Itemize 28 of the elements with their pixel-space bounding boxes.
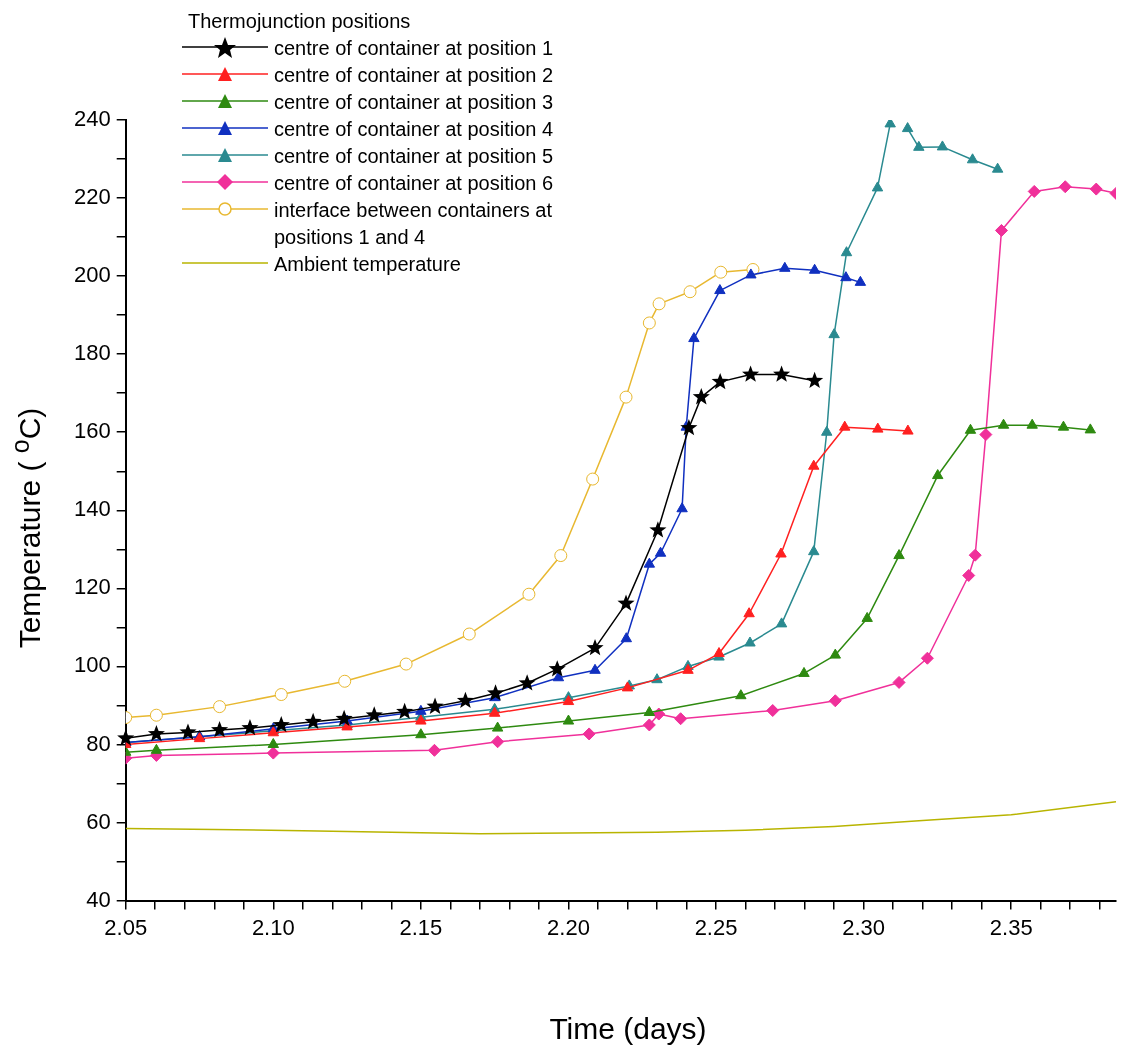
legend-title: Thermojunction positions [187,9,412,34]
y-tick-label: 80 [86,730,111,756]
y-tick-label: 200 [73,262,111,288]
y-tick-label: 60 [86,808,111,834]
legend-label: centre of container at position 3 [273,90,554,115]
legend-label: centre of container at position 6 [273,171,554,196]
y-tick-label: 240 [73,106,111,132]
y-tick-label: 140 [73,496,111,522]
y-tick-label: 120 [73,574,111,600]
legend-label: interface between containers at positions 1 and 4 [273,198,553,250]
legend-label: Ambient temperature [273,252,461,277]
y-tick-label: 160 [73,418,111,444]
legend-label: centre of container at position 5 [273,144,554,169]
x-tick-label: 2.20 [547,914,590,940]
x-tick-label: 2.05 [104,914,148,940]
y-tick-label: 220 [73,184,111,210]
x-tick-label: 2.30 [842,914,886,940]
legend-label: centre of container at position 4 [273,117,554,142]
legend-label: centre of container at position 1 [273,36,554,61]
legend-label: centre of container at position 2 [273,63,554,88]
y-tick-label: 180 [73,340,111,366]
y-tick-label: 40 [86,886,111,912]
y-tick-label: 100 [73,652,111,678]
x-tick-label: 2.35 [989,914,1033,940]
x-tick-label: 2.15 [399,914,443,940]
x-tick-label: 2.25 [694,914,738,940]
x-tick-label: 2.10 [251,914,295,940]
x-axis-title: Time (days) [549,1012,707,1046]
